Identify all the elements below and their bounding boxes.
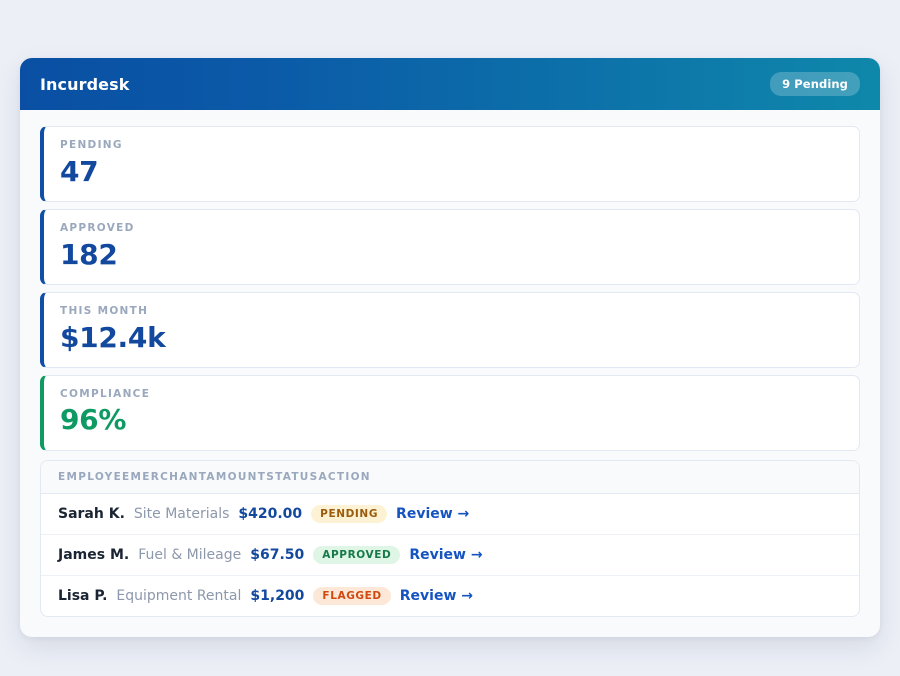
table-row[interactable]: Sarah K. Site Materials $420.00 PENDING … — [41, 494, 859, 535]
stat-value: $12.4k — [60, 320, 166, 354]
table-row[interactable]: Lisa P. Equipment Rental $1,200 FLAGGED … — [41, 576, 859, 616]
stat-label: APPROVED — [60, 221, 135, 234]
app-window: Incurdesk 9 Pending PENDING 47 APPROVED … — [20, 58, 880, 637]
dashboard-body: PENDING 47 APPROVED 182 THIS MONTH $12.4… — [20, 110, 880, 637]
column-header-merchant: MERCHANT — [130, 470, 207, 483]
review-link[interactable]: Review → — [396, 505, 470, 522]
cell-employee: Lisa P. — [58, 587, 108, 604]
stat-label: THIS MONTH — [60, 304, 149, 317]
table-header-row: EMPLOYEEMERCHANTAMOUNTSTATUSACTION — [41, 460, 859, 494]
review-link[interactable]: Review → — [399, 587, 473, 604]
table-row[interactable]: James M. Fuel & Mileage $67.50 APPROVED … — [41, 535, 859, 576]
stat-label: PENDING — [60, 139, 123, 151]
stat-card-this-month[interactable]: THIS MONTH $12.4k — [40, 291, 860, 368]
stat-value: 47 — [60, 154, 99, 188]
column-header-amount: AMOUNT — [206, 470, 267, 483]
review-link[interactable]: Review → — [409, 546, 483, 563]
stat-label: COMPLIANCE — [60, 387, 151, 400]
stat-card-pending[interactable]: PENDING 47 — [40, 126, 860, 202]
cell-employee: Sarah K. — [58, 505, 125, 522]
app-title: Incurdesk — [40, 74, 130, 94]
stat-value: 96% — [60, 403, 127, 437]
stat-value: 182 — [60, 237, 118, 271]
cell-employee: James M. — [58, 546, 130, 563]
status-badge: FLAGGED — [313, 586, 391, 605]
cell-amount: $67.50 — [250, 546, 305, 563]
column-header-status: STATUS — [266, 470, 319, 483]
status-badge: PENDING — [311, 504, 388, 523]
cell-merchant: Site Materials — [133, 505, 230, 522]
cell-amount: $420.00 — [238, 505, 303, 522]
column-header-action: ACTION — [318, 470, 371, 483]
status-badge: APPROVED — [313, 545, 401, 564]
expenses-table: EMPLOYEEMERCHANTAMOUNTSTATUSACTION Sarah… — [40, 459, 860, 617]
pending-count-badge[interactable]: 9 Pending — [770, 72, 860, 96]
cell-merchant: Fuel & Mileage — [138, 546, 242, 563]
stat-card-approved[interactable]: APPROVED 182 — [40, 208, 860, 285]
column-header-employee: EMPLOYEE — [58, 470, 131, 483]
stat-card-compliance[interactable]: COMPLIANCE 96% — [40, 374, 860, 451]
cell-merchant: Equipment Rental — [116, 587, 242, 604]
app-header: Incurdesk 9 Pending — [20, 58, 880, 110]
cell-amount: $1,200 — [250, 587, 305, 604]
